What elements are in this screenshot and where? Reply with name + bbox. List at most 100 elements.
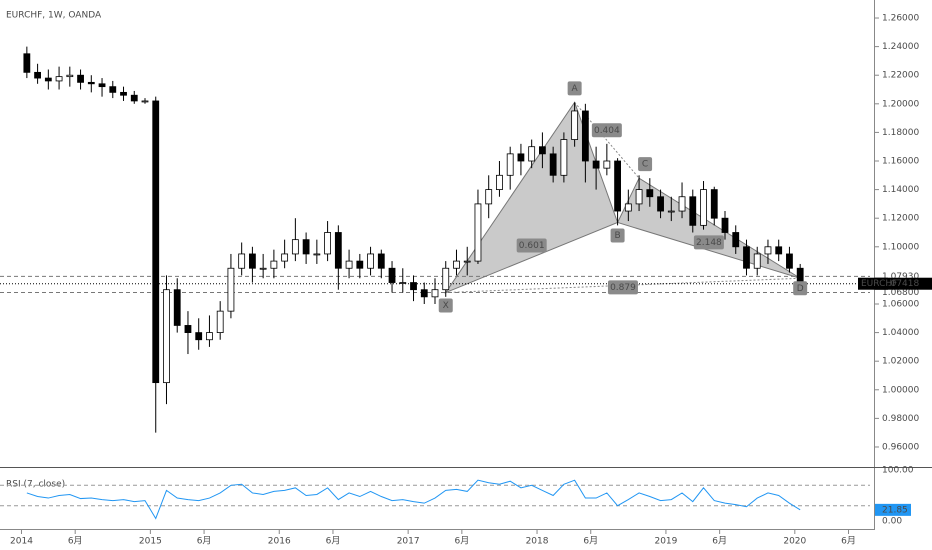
symbol-tag-label: EURCHF (861, 279, 897, 289)
pattern-ratio-box (693, 235, 724, 250)
candle-body (23, 53, 31, 73)
rsi-tag (875, 503, 911, 516)
candle-body (442, 267, 450, 291)
pattern-point-label: B (614, 231, 620, 241)
candle-body (238, 253, 246, 269)
candle-body (678, 196, 686, 212)
pattern-ratio-box (591, 123, 622, 138)
candle-body (624, 203, 632, 212)
candle-body (55, 76, 63, 82)
candle-body (324, 232, 331, 255)
y-tick-label: 1.18000 (882, 128, 919, 138)
candle-body (270, 260, 278, 269)
candle-body (44, 77, 52, 82)
candle-body (463, 260, 471, 263)
candle-body (603, 160, 611, 169)
candle-body (474, 203, 482, 262)
pattern-ratio-box (607, 280, 638, 295)
x-tick-label: 6月 (583, 536, 598, 547)
pattern-ratio: 0.879 (610, 283, 636, 293)
y-tick-label: 1.04000 (882, 328, 919, 338)
x-tick-label: 2017 (397, 537, 420, 547)
candle-body (775, 246, 783, 255)
y-tick-label: 0.98000 (882, 414, 919, 424)
candle-body (743, 246, 750, 269)
candle-body (141, 100, 149, 103)
candle-body (281, 253, 289, 262)
pattern-point-label-box (793, 281, 808, 296)
candle-body (539, 146, 546, 155)
candle-body (549, 153, 557, 176)
candle-body (367, 253, 374, 269)
candle-body (410, 282, 417, 291)
candle-body (453, 260, 460, 269)
pattern-point-label-box (638, 157, 653, 172)
x-tick-label: 2015 (139, 537, 162, 547)
y-tick-label: 1.22000 (882, 71, 919, 81)
price-tag (875, 277, 932, 290)
pattern-point-label: A (572, 84, 579, 94)
candle-body (249, 253, 256, 269)
candle-body (302, 239, 310, 255)
x-tick-label: 2018 (526, 537, 549, 547)
rsi-tag-label: 21.85 (882, 505, 908, 515)
y-tick-label: 1.06000 (882, 299, 919, 309)
candle-body (614, 160, 621, 212)
candle-body (753, 253, 761, 269)
candle-body (517, 153, 525, 162)
candle-body (485, 189, 493, 205)
candle-body (399, 282, 407, 284)
candle-body (667, 210, 675, 213)
candle-body (592, 160, 600, 169)
x-tick-label: 6月 (712, 536, 727, 547)
pattern-point-label: D (797, 284, 804, 294)
price-tag-label: 1.06800 (882, 288, 919, 298)
candle-body (646, 189, 654, 198)
candle-body (313, 253, 321, 256)
x-tick-label: 6月 (68, 536, 83, 547)
candle-body (786, 253, 793, 269)
y-tick-label: 1.00000 (882, 385, 919, 395)
candle-body (764, 246, 772, 255)
candle-body (581, 110, 589, 162)
pattern-point-label-box (610, 228, 625, 243)
candle-body (259, 267, 267, 270)
candle-body (431, 289, 439, 298)
rsi-tick-label: 100.00 (882, 466, 914, 476)
candle-body (87, 81, 95, 85)
y-tick-label: 1.10000 (882, 242, 919, 252)
candle-body (216, 310, 224, 333)
pattern-point-label: C (642, 160, 648, 170)
candle-body (356, 260, 364, 269)
y-tick-label: 1.26000 (882, 14, 919, 24)
candle-body (420, 289, 428, 298)
pattern-point-label: X (443, 301, 449, 311)
price-tag-label: 1.07930 (882, 272, 919, 282)
candle-body (130, 94, 138, 102)
y-tick-label: 1.24000 (882, 42, 919, 52)
x-tick-label: 6月 (326, 536, 341, 547)
candle-body (184, 325, 192, 333)
pattern-ratio: 2.148 (696, 238, 722, 248)
y-tick-label: 0.96000 (882, 442, 919, 452)
candle-body (227, 267, 235, 312)
y-tick-label: 1.12000 (882, 214, 919, 224)
candle-body (571, 110, 579, 140)
pattern-ratio-box (516, 238, 547, 253)
candle-body (506, 153, 514, 176)
candle-body (206, 332, 213, 341)
candle-body (710, 189, 718, 219)
candle-body (195, 332, 203, 341)
chart-title: EURCHF, 1W, OANDA (6, 11, 102, 21)
y-tick-label: 1.14000 (882, 185, 919, 195)
candle-body (560, 139, 568, 176)
candle-body (528, 146, 536, 162)
x-tick-label: 2014 (10, 537, 33, 547)
candle-body (291, 239, 299, 255)
candle-body (334, 232, 342, 269)
candle-body (496, 174, 503, 191)
candle-body (34, 71, 41, 79)
candle-body (732, 232, 740, 248)
candle-body (77, 74, 84, 83)
